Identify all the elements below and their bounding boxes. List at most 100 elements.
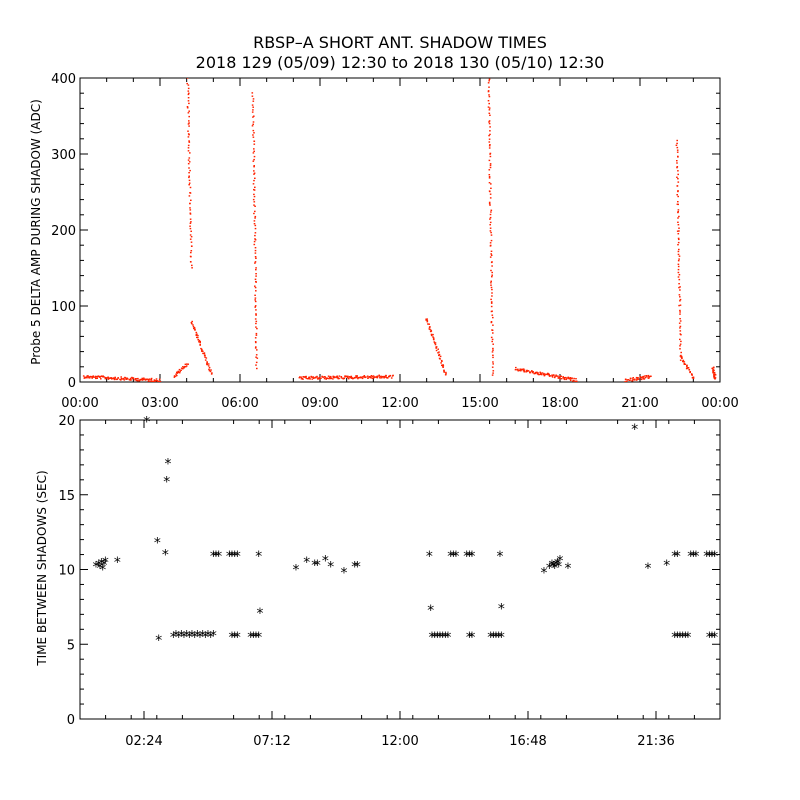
- top-data-point: [713, 375, 716, 377]
- top-data-point: [252, 160, 255, 162]
- top-data-point: [255, 356, 257, 358]
- top-data-point: [254, 247, 257, 249]
- bottom-data-point: *: [185, 630, 193, 646]
- bottom-data-point: *: [644, 561, 652, 577]
- top-data-point: [349, 376, 352, 379]
- top-data-point: [176, 372, 178, 374]
- bottom-data-point: *: [188, 628, 196, 644]
- top-data-point: [190, 221, 192, 223]
- top-data-point: [336, 375, 338, 377]
- top-data-point: [380, 375, 382, 377]
- top-data-point: [210, 373, 213, 375]
- top-data-point: [489, 193, 492, 195]
- top-data-point: [489, 197, 492, 199]
- top-data-point: [564, 376, 567, 379]
- bottom-data-point: *: [198, 628, 206, 644]
- top-data-point: [541, 373, 543, 376]
- top-data-point: [149, 380, 151, 382]
- top-data-point: [150, 378, 153, 381]
- top-data-point: [356, 376, 358, 378]
- top-data-point: [255, 364, 257, 366]
- top-data-point: [573, 379, 575, 382]
- top-data-point: [679, 286, 681, 288]
- bottom-data-point: *: [486, 630, 494, 646]
- top-data-point: [538, 373, 540, 376]
- bottom-data-point: *: [230, 549, 238, 565]
- top-x-tick-label: 06:00: [221, 396, 258, 411]
- top-data-point: [676, 185, 679, 187]
- top-x-tick-label: 21:00: [621, 396, 658, 411]
- top-data-point: [253, 158, 255, 161]
- top-x-tick-label: 15:00: [461, 396, 498, 411]
- bottom-data-point: *: [154, 633, 162, 649]
- top-data-point: [84, 377, 86, 379]
- top-y-tick-label: 200: [51, 224, 76, 239]
- top-data-point: [432, 336, 434, 338]
- top-data-point: [336, 376, 338, 378]
- top-data-point: [308, 378, 310, 380]
- bottom-data-point: *: [292, 563, 300, 579]
- top-data-point: [551, 374, 554, 376]
- top-data-point: [148, 378, 150, 381]
- top-data-point: [184, 363, 187, 365]
- top-data-point: [186, 106, 189, 108]
- top-data-point: [204, 354, 206, 356]
- top-data-point: [691, 377, 694, 379]
- top-data-point: [256, 327, 258, 330]
- top-data-point: [678, 227, 680, 229]
- top-data-point: [112, 377, 114, 379]
- top-data-point: [517, 368, 519, 370]
- top-data-segment: [82, 375, 162, 382]
- top-data-point: [326, 377, 329, 380]
- top-data-point: [252, 109, 254, 111]
- top-data-point: [490, 310, 493, 313]
- top-data-point: [208, 369, 211, 372]
- top-data-point: [373, 377, 375, 379]
- top-data-point: [531, 370, 533, 372]
- top-data-point: [333, 376, 336, 379]
- top-data-point: [189, 234, 192, 236]
- top-data-point: [676, 146, 679, 149]
- top-data-point: [187, 150, 190, 152]
- bottom-data-point: *: [96, 561, 104, 577]
- top-data-point: [522, 368, 525, 370]
- top-data-point: [636, 378, 638, 380]
- top-data-point: [198, 341, 200, 343]
- top-data-point: [87, 377, 89, 379]
- top-data-point: [425, 318, 427, 320]
- top-data-point: [356, 375, 358, 377]
- top-data-point: [679, 318, 681, 320]
- top-data-point: [254, 278, 257, 280]
- top-data-point: [368, 376, 371, 378]
- top-data-point: [490, 254, 493, 256]
- top-data-point: [492, 324, 494, 326]
- top-data-point: [88, 377, 91, 379]
- top-data-point: [211, 372, 213, 374]
- top-data-point: [518, 369, 521, 372]
- bottom-data-point: *: [662, 558, 670, 574]
- bottom-data-point: *: [164, 456, 172, 472]
- top-data-point: [96, 376, 98, 378]
- top-y-tick-label: 0: [68, 376, 76, 391]
- top-data-point: [679, 325, 682, 328]
- top-data-point: [438, 351, 440, 353]
- top-data-point: [488, 86, 490, 88]
- bottom-data-point: *: [350, 560, 358, 576]
- top-data-point: [255, 346, 257, 348]
- bottom-data-point: *: [705, 549, 713, 565]
- top-data-point: [676, 160, 678, 162]
- top-data-point: [680, 334, 682, 336]
- top-data-point: [487, 90, 490, 93]
- bottom-data-point: *: [228, 549, 236, 565]
- top-data-point: [254, 234, 256, 237]
- bottom-data-point: *: [425, 549, 433, 565]
- top-data-point: [532, 371, 534, 374]
- top-data-point: [178, 372, 181, 374]
- top-data-point: [380, 377, 383, 379]
- top-data-point: [187, 69, 189, 70]
- top-data-point: [188, 172, 190, 174]
- top-data-point: [254, 262, 256, 264]
- top-data-point: [514, 369, 517, 371]
- bottom-data-point: *: [209, 549, 217, 565]
- top-data-point: [487, 90, 490, 92]
